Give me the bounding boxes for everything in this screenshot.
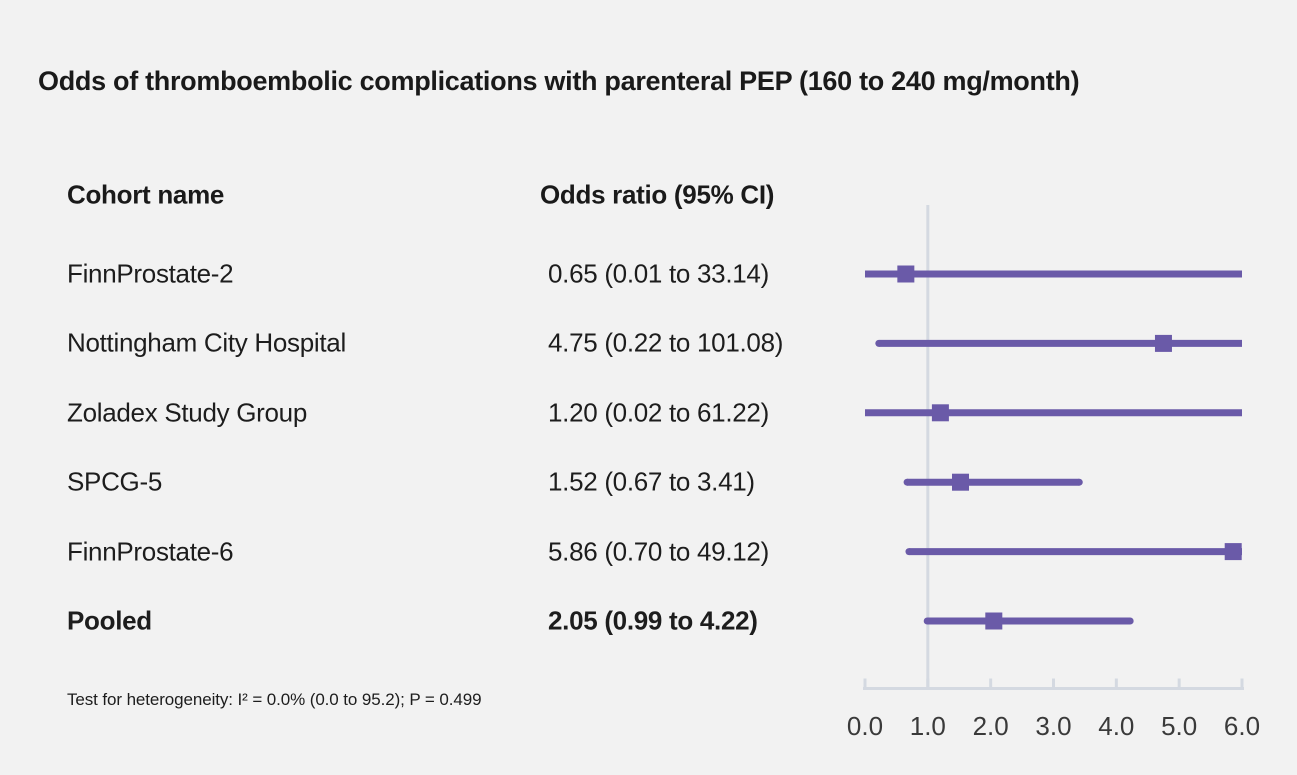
ci-line-cap: [903, 478, 911, 486]
cohort-name-label: FinnProstate-2: [67, 258, 234, 289]
x-axis-tick-label: 0.0: [847, 711, 883, 741]
odds-ratio-header: Odds ratio (95% CI): [540, 179, 775, 210]
x-axis-tick-label: 3.0: [1035, 711, 1071, 741]
ci-line-cap: [923, 617, 931, 625]
point-estimate-marker: [897, 265, 915, 283]
odds-ratio-value: 4.75 (0.22 to 101.08): [548, 327, 784, 358]
cohort-name-label: Pooled: [67, 605, 152, 636]
x-axis-tick-label: 5.0: [1161, 711, 1197, 741]
cohort-name-label: SPCG-5: [67, 466, 163, 497]
x-axis-tick-label: 2.0: [973, 711, 1009, 741]
point-estimate-marker: [1224, 543, 1242, 561]
x-axis-tick-label: 4.0: [1098, 711, 1134, 741]
point-estimate-marker: [985, 612, 1003, 630]
ci-line-cap: [1075, 478, 1083, 486]
heterogeneity-footnote: Test for heterogeneity: I² = 0.0% (0.0 t…: [67, 690, 482, 709]
point-estimate-marker: [952, 473, 970, 491]
ci-line-cap: [875, 339, 883, 347]
ci-line-cap: [905, 548, 913, 556]
odds-ratio-value: 1.20 (0.02 to 61.22): [548, 397, 769, 428]
point-estimate-marker: [931, 404, 949, 422]
cohort-name-label: Zoladex Study Group: [67, 397, 307, 428]
cohort-name-header: Cohort name: [67, 179, 225, 210]
odds-ratio-value: 5.86 (0.70 to 49.12): [548, 536, 769, 567]
ci-line-cap: [1126, 617, 1134, 625]
odds-ratio-value: 2.05 (0.99 to 4.22): [548, 605, 758, 636]
chart-title: Odds of thromboembolic complications wit…: [38, 66, 1080, 96]
x-axis-tick-label: 1.0: [910, 711, 946, 741]
cohort-name-label: FinnProstate-6: [67, 536, 234, 567]
point-estimate-marker: [1154, 334, 1172, 352]
cohort-name-label: Nottingham City Hospital: [67, 327, 346, 358]
odds-ratio-value: 1.52 (0.67 to 3.41): [548, 466, 755, 497]
odds-ratio-value: 0.65 (0.01 to 33.14): [548, 258, 769, 289]
x-axis-tick-label: 6.0: [1224, 711, 1260, 741]
